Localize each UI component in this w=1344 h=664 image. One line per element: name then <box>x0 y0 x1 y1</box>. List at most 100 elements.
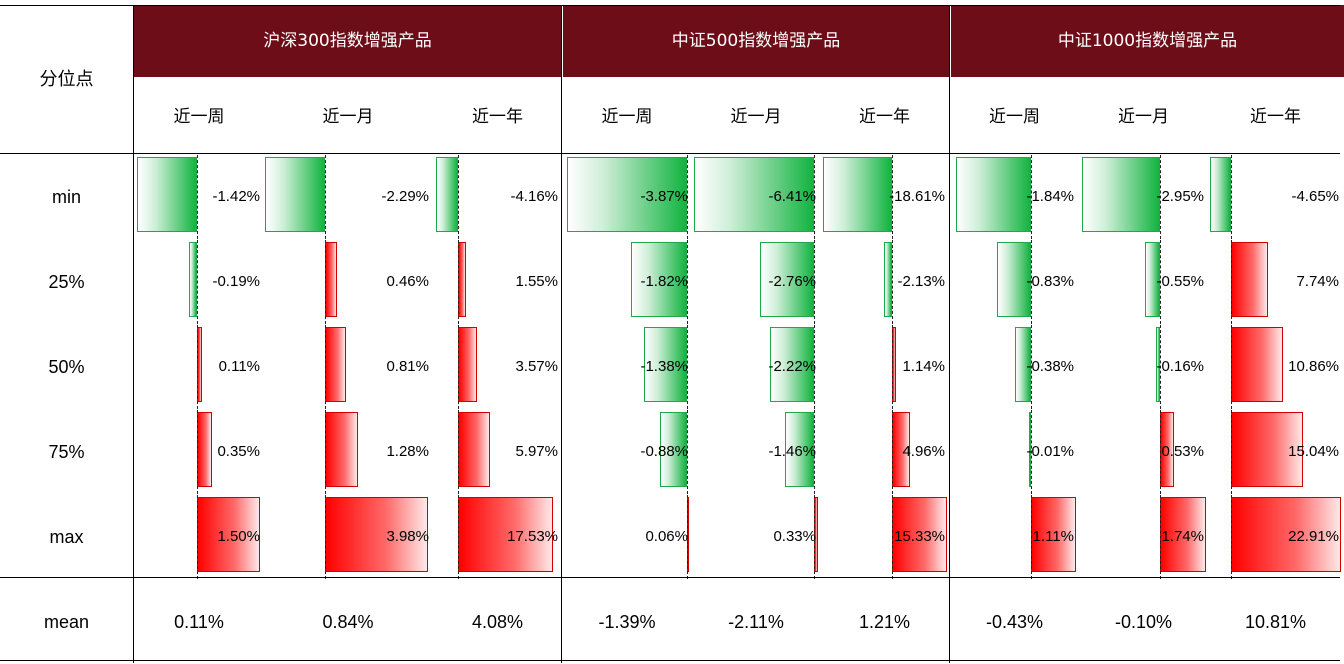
bar-col7-p25 <box>996 242 1031 317</box>
value-label-col5-min: -6.41% <box>768 188 816 205</box>
value-label-col7-max: 1.11% <box>1032 528 1074 545</box>
value-label-col2-p75: 1.28% <box>386 443 429 460</box>
header-bottom-rule <box>0 153 1340 154</box>
value-label-col1-p50: 0.11% <box>218 358 260 375</box>
sub-header-6: 近一年 <box>859 107 910 127</box>
cell-col9-p75: 15.04% <box>1210 410 1341 494</box>
cell-col3-max: 17.53% <box>435 495 560 579</box>
bar-col2-p25 <box>325 242 337 317</box>
value-label-col6-min: -18.61% <box>889 188 945 205</box>
value-label-col8-p25: -0.55% <box>1156 273 1204 290</box>
value-label-col2-p25: 0.46% <box>386 273 429 290</box>
zero-line <box>892 495 893 579</box>
sub-header-2: 近一月 <box>322 107 374 127</box>
bar-col9-p75 <box>1231 412 1304 487</box>
bar-col8-min <box>1081 157 1160 232</box>
cell-col4-p25: -1.82% <box>564 240 690 324</box>
value-label-col3-p50: 3.57% <box>515 358 558 375</box>
value-label-col4-p25: -1.82% <box>640 273 688 290</box>
bar-col8-p25 <box>1145 242 1160 317</box>
zero-line <box>197 410 198 494</box>
value-label-col8-p50: -0.16% <box>1156 358 1204 375</box>
bar-col5-p50 <box>770 327 814 402</box>
zero-line <box>1160 240 1161 324</box>
sub-header-3: 近一年 <box>472 107 523 127</box>
cell-col8-max: 1.74% <box>1081 495 1206 579</box>
bar-col8-p50 <box>1155 327 1160 402</box>
value-label-col8-max: 1.74% <box>1161 528 1204 545</box>
cell-col9-min: -4.65% <box>1210 155 1341 239</box>
zero-line <box>892 240 893 324</box>
zero-line <box>1160 325 1161 409</box>
cell-col6-min: -18.61% <box>822 155 947 239</box>
zero-line <box>687 325 688 409</box>
bar-col7-min <box>955 157 1031 232</box>
cell-col7-p50: -0.38% <box>953 325 1076 409</box>
zero-line <box>1231 240 1232 324</box>
zero-line <box>458 240 459 324</box>
value-label-col3-min: -4.16% <box>510 188 558 205</box>
zero-line <box>1031 155 1032 239</box>
header-band-csi300 <box>134 5 561 77</box>
cell-col6-p75: 4.96% <box>822 410 947 494</box>
cell-col5-p25: -2.76% <box>694 240 818 324</box>
bar-col1-min <box>137 157 197 232</box>
bar-col5-min <box>694 157 814 232</box>
cell-col8-p75: 0.53% <box>1081 410 1206 494</box>
zero-line <box>814 495 815 579</box>
value-label-col8-min: -2.95% <box>1156 188 1204 205</box>
value-label-col3-max: 17.53% <box>507 528 558 545</box>
value-label-col1-p25: -0.19% <box>212 273 260 290</box>
zero-line <box>197 240 198 324</box>
value-label-col9-p25: 7.74% <box>1296 273 1339 290</box>
value-label-col9-max: 22.91% <box>1288 528 1339 545</box>
value-label-col7-p50: -0.38% <box>1026 358 1074 375</box>
zero-line <box>325 410 326 494</box>
zero-line <box>325 155 326 239</box>
bar-col4-min <box>567 157 687 232</box>
zero-line <box>458 155 459 239</box>
sub-header-8: 近一月 <box>1118 107 1169 127</box>
bar-col3-p50 <box>458 327 478 402</box>
zero-line <box>687 240 688 324</box>
zero-line <box>458 325 459 409</box>
value-label-col7-min: -1.84% <box>1026 188 1074 205</box>
value-label-col6-max: 15.33% <box>894 528 945 545</box>
value-label-col5-p25: -2.76% <box>768 273 816 290</box>
bar-col2-min <box>265 157 325 232</box>
corner-label: 分位点 <box>39 69 94 90</box>
cell-col3-p75: 5.97% <box>435 410 560 494</box>
mean-value-col9: 10.81% <box>1244 612 1307 632</box>
cell-col8-p25: -0.55% <box>1081 240 1206 324</box>
value-label-col4-min: -3.87% <box>640 188 688 205</box>
zero-line <box>1231 410 1232 494</box>
bar-col3-min <box>435 157 458 232</box>
cell-col2-min: -2.29% <box>265 155 431 239</box>
value-label-col6-p50: 1.14% <box>902 358 945 375</box>
cell-col9-p50: 10.86% <box>1210 325 1341 409</box>
zero-line <box>1231 325 1232 409</box>
value-label-col9-p50: 10.86% <box>1288 358 1339 375</box>
bar-col1-p25 <box>189 242 197 317</box>
value-label-col4-p75: -0.88% <box>640 443 688 460</box>
cell-col1-p25: -0.19% <box>136 240 262 324</box>
zero-line <box>197 495 198 579</box>
table-bottom-rule <box>0 660 1340 661</box>
divider-group-1 <box>561 5 562 663</box>
value-label-col1-min: -1.42% <box>212 188 260 205</box>
mean-value-col6: 1.21% <box>858 612 911 632</box>
bar-col5-p75 <box>785 412 814 487</box>
divider-row-header <box>133 5 134 663</box>
cell-col1-max: 1.50% <box>136 495 262 579</box>
zero-line <box>814 155 815 239</box>
zero-line <box>687 155 688 239</box>
zero-line <box>814 325 815 409</box>
group-title-csi500: 中证500指数增强产品 <box>671 31 841 51</box>
mean-value-col1: 0.11% <box>174 612 224 632</box>
bar-col2-p50 <box>325 327 347 402</box>
cell-col6-max: 15.33% <box>822 495 947 579</box>
cell-col2-p75: 1.28% <box>265 410 431 494</box>
cell-col5-min: -6.41% <box>694 155 818 239</box>
cell-col5-p50: -2.22% <box>694 325 818 409</box>
sub-header-4: 近一周 <box>601 107 653 127</box>
